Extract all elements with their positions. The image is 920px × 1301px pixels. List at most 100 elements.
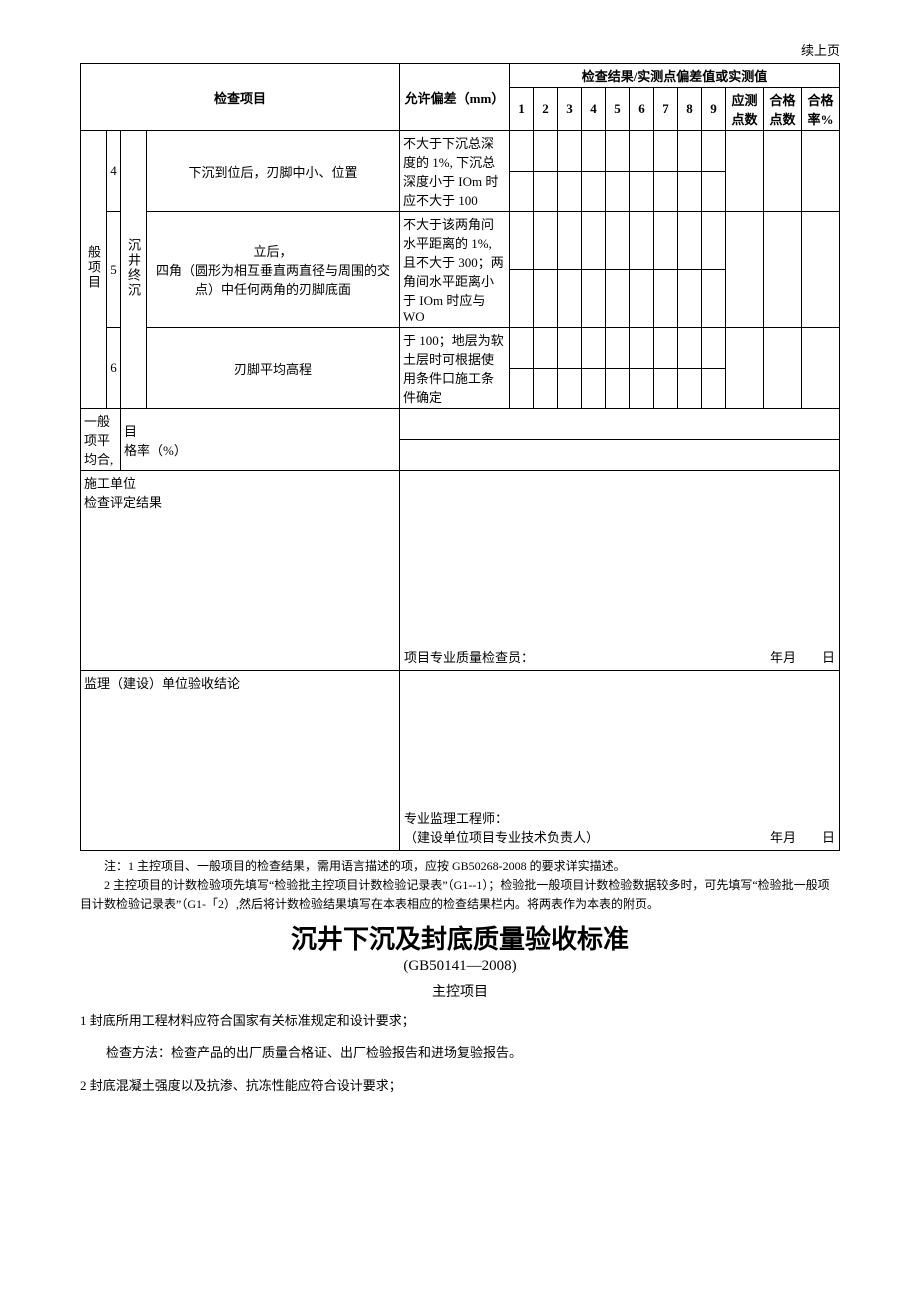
cell [534,212,558,270]
cell [630,270,654,328]
table-row: 5 立后， 四角（圆形为相互垂直两直径与周围的交点）中任何两角的刃脚底面 不大于… [81,212,840,270]
cell [802,212,840,328]
col-6: 6 [630,88,654,131]
col-check-item: 检查项目 [81,64,400,131]
cell [802,328,840,409]
group-col: 般项目 [81,131,107,409]
cell [510,212,534,270]
note-2: 2 主控项目的计数检验项先填写“检验批主控项目计数检验记录表”（G1--1）；检… [80,876,840,914]
continued-label: 续上页 [80,40,840,59]
section-heading: 主控项目 [80,981,840,1001]
cell [606,270,630,328]
cell [510,368,534,409]
cell [582,270,606,328]
cell [764,212,802,328]
col-ok-pts: 合格点数 [764,88,802,131]
cell [582,328,606,369]
cell [654,131,678,172]
avg-val-2 [400,440,840,471]
cell [678,131,702,172]
col-meas-pts: 应测点数 [726,88,764,131]
inspection-table: 检查项目 允许偏差（mm） 检查结果/实测点偏差值或实测值 1 2 3 4 5 … [80,63,840,851]
cell [582,131,606,172]
cell [534,368,558,409]
col-allow-dev: 允许偏差（mm） [400,64,510,131]
sig2-content: 专业监理工程师： （建设单位项目专业技术负责人） 年月 日 [400,671,840,851]
cell [702,328,726,369]
cell [764,131,802,212]
table-row: 6 刃脚平均高程 于 100；地层为软土层时可根据使用条件口施工条件确定 [81,328,840,369]
cell [582,212,606,270]
row-dev-4: 不大于下沉总深度的 1%, 下沉总深度小于 IOm 时应不大于 100 [400,131,510,212]
sig2-sub: （建设单位项目专业技术负责人） [404,830,599,845]
code: (GB50141—2008) [80,958,840,975]
sig1-label: 施工单位 检查评定结果 [81,471,400,671]
cell [630,212,654,270]
header-row-1: 检查项目 允许偏差（mm） 检查结果/实测点偏差值或实测值 [81,64,840,88]
sig2-signer: 专业监理工程师： [404,808,835,827]
cell [534,328,558,369]
cell [510,270,534,328]
sig-row-1: 施工单位 检查评定结果 项目专业质量检查员： 年月 日 [81,471,840,671]
col-3: 3 [558,88,582,131]
avg-val [400,409,840,440]
col-5: 5 [606,88,630,131]
cell [654,328,678,369]
sig1-signer: 项目专业质量检查员： [404,650,534,665]
cell [802,131,840,212]
cell [726,212,764,328]
row-sub-6: 刃脚平均高程 [147,328,400,409]
cell [534,171,558,212]
avg-r: 目格率（%） [121,409,400,471]
cell [654,171,678,212]
row-sub-4: 下沉到位后，刃脚中小、位置 [147,131,400,212]
cell [678,171,702,212]
cell [702,131,726,172]
row-no-4: 4 [107,131,121,212]
cell [510,171,534,212]
cell [606,212,630,270]
cell [630,328,654,369]
cell [702,212,726,270]
row-no-6: 6 [107,328,121,409]
cell [726,131,764,212]
cell [764,328,802,409]
cell [558,328,582,369]
cell [702,368,726,409]
row-dev-5: 不大于该两角问水平距离的 1%, 且不大于 300；两角间水平距离小于 IOm … [400,212,510,328]
row-no-5: 5 [107,212,121,328]
cell [702,270,726,328]
sig1-content: 项目专业质量检查员： 年月 日 [400,471,840,671]
cell [510,131,534,172]
row-sub-5: 立后， 四角（圆形为相互垂直两直径与周围的交点）中任何两角的刃脚底面 [147,212,400,328]
cell [510,328,534,369]
col-2: 2 [534,88,558,131]
cell [678,212,702,270]
cell [630,131,654,172]
cell [558,212,582,270]
col-7: 7 [654,88,678,131]
cell [558,171,582,212]
cell [534,131,558,172]
para-1b: 检查方法：检查产品的出厂质量合格证、出厂检验报告和进场复验报告。 [80,1041,840,1066]
cell [606,171,630,212]
row-dev-6: 于 100；地层为软土层时可根据使用条件口施工条件确定 [400,328,510,409]
cell [606,328,630,369]
avg-row: 一般项平均合, 目格率（%） [81,409,840,440]
cell [678,328,702,369]
cell [558,270,582,328]
cell [630,171,654,212]
cell [654,368,678,409]
cell [582,171,606,212]
cell [558,131,582,172]
cell [654,212,678,270]
para-1: 1 封底所用工程材料应符合国家有关标准规定和设计要求； [80,1009,840,1034]
cell [606,368,630,409]
col-8: 8 [678,88,702,131]
sig-row-2: 监理（建设）单位验收结论 专业监理工程师： （建设单位项目专业技术负责人） 年月… [81,671,840,851]
cell [558,368,582,409]
cell [582,368,606,409]
para-2: 2 封底混凝土强度以及抗渗、抗冻性能应符合设计要求； [80,1074,840,1099]
sig2-label: 监理（建设）单位验收结论 [81,671,400,851]
cell [654,270,678,328]
